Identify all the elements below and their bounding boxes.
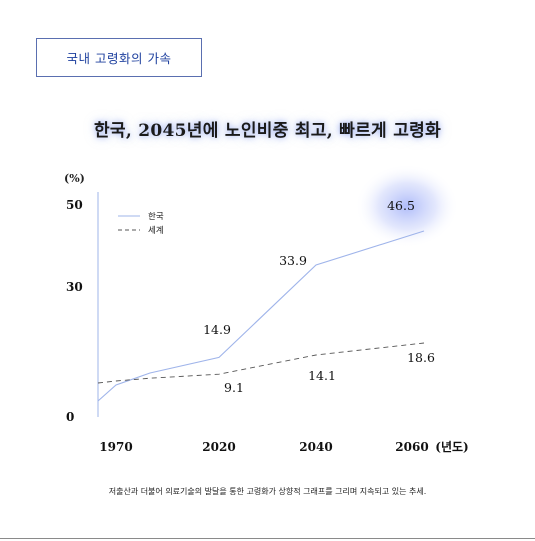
x-tick-label: 2060 — [395, 440, 428, 454]
korea-series-line — [97, 230, 425, 402]
x-tick-label: 1970 — [99, 440, 132, 454]
legend-label: 세계 — [148, 225, 164, 236]
legend-label: 한국 — [148, 212, 164, 222]
data-label: 46.5 — [387, 198, 415, 213]
y-tick-label: 30 — [66, 280, 83, 294]
world-series-line — [97, 342, 425, 384]
x-tick-label: 2020 — [202, 440, 235, 454]
data-label: 14.9 — [203, 322, 231, 337]
data-label: 18.6 — [407, 350, 435, 365]
x-axis-unit: (년도) — [435, 440, 468, 454]
data-label: 14.1 — [308, 368, 336, 383]
x-tick-label: 2040 — [299, 440, 332, 454]
chart-title: 한국, 2045년에 노인비중 최고, 빠르게 고령화 — [93, 121, 442, 141]
section-tag: 국내 고령화의 가속 — [36, 38, 202, 77]
data-label: 9.1 — [224, 380, 244, 395]
y-tick-label: 0 — [66, 410, 74, 424]
y-axis-unit: (%) — [64, 172, 85, 185]
data-label: 33.9 — [279, 253, 307, 268]
y-tick-label: 50 — [66, 198, 83, 212]
caption: 저출산과 더불어 의료기술의 발달을 통한 고령화가 상향적 그래프를 그리며 … — [108, 487, 427, 496]
peak-highlight — [355, 164, 459, 248]
